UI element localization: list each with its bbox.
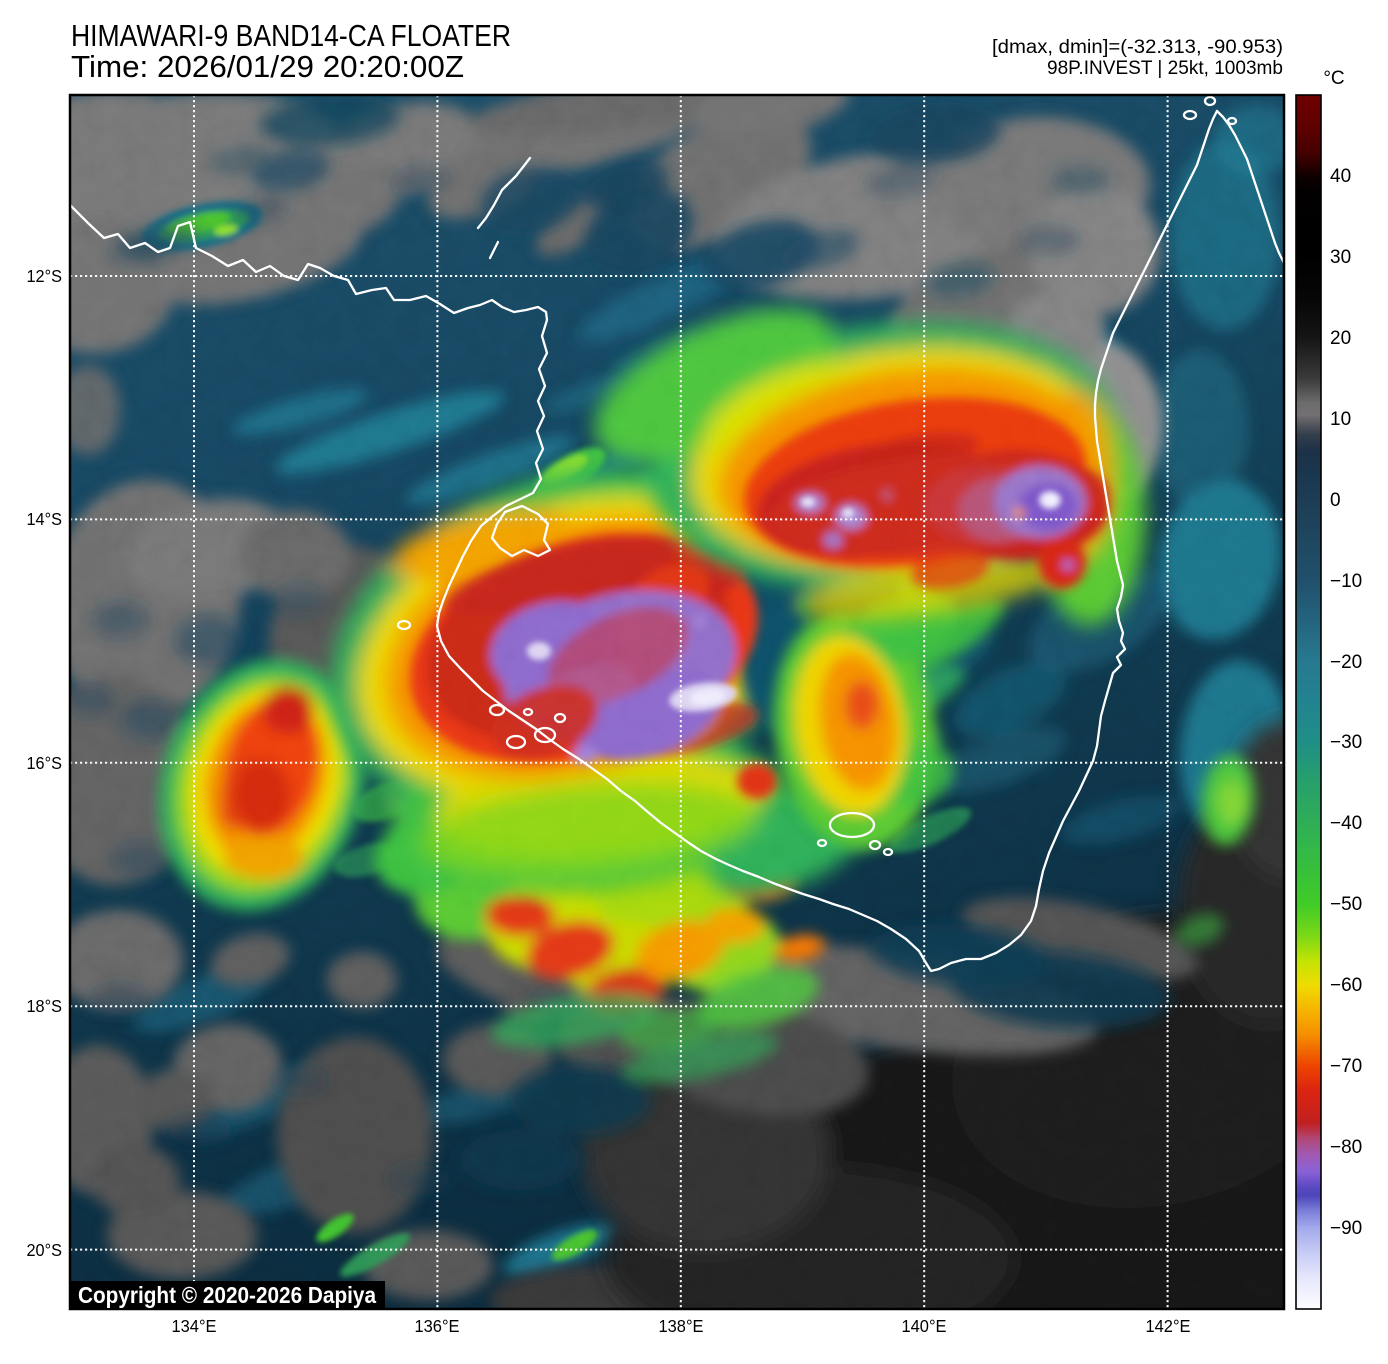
svg-text:142°E: 142°E [1146,1316,1191,1336]
svg-text:−30: −30 [1330,732,1362,753]
svg-text:−40: −40 [1330,813,1362,834]
svg-text:134°E: 134°E [172,1316,217,1336]
svg-text:−10: −10 [1330,571,1362,592]
svg-text:18°S: 18°S [27,996,63,1016]
svg-text:Time: 2026/01/29 20:20:00Z: Time: 2026/01/29 20:20:00Z [71,49,464,84]
svg-text:10: 10 [1330,409,1351,430]
svg-text:[dmax, dmin]=(-32.313, -90.953: [dmax, dmin]=(-32.313, -90.953) [992,37,1283,58]
svg-text:16°S: 16°S [27,753,63,773]
svg-text:12°S: 12°S [27,266,63,286]
svg-text:−80: −80 [1330,1137,1362,1158]
svg-text:14°S: 14°S [27,509,63,529]
svg-text:136°E: 136°E [415,1316,460,1336]
svg-text:°C: °C [1323,68,1344,89]
svg-text:−20: −20 [1330,652,1362,673]
svg-text:140°E: 140°E [902,1316,947,1336]
svg-text:−70: −70 [1330,1056,1362,1077]
svg-text:20°S: 20°S [27,1240,63,1260]
svg-text:HIMAWARI-9 BAND14-CA FLOATER: HIMAWARI-9 BAND14-CA FLOATER [71,18,511,53]
svg-text:138°E: 138°E [659,1316,704,1336]
svg-text:30: 30 [1330,247,1351,268]
svg-text:Copyright © 2020-2026 Dapiya: Copyright © 2020-2026 Dapiya [78,1282,376,1308]
svg-text:98P.INVEST | 25kt, 1003mb: 98P.INVEST | 25kt, 1003mb [1047,58,1283,79]
svg-text:20: 20 [1330,328,1351,349]
svg-text:−60: −60 [1330,975,1362,996]
svg-text:0: 0 [1330,490,1341,511]
svg-text:40: 40 [1330,166,1351,187]
svg-text:−50: −50 [1330,894,1362,915]
svg-text:−90: −90 [1330,1218,1362,1239]
